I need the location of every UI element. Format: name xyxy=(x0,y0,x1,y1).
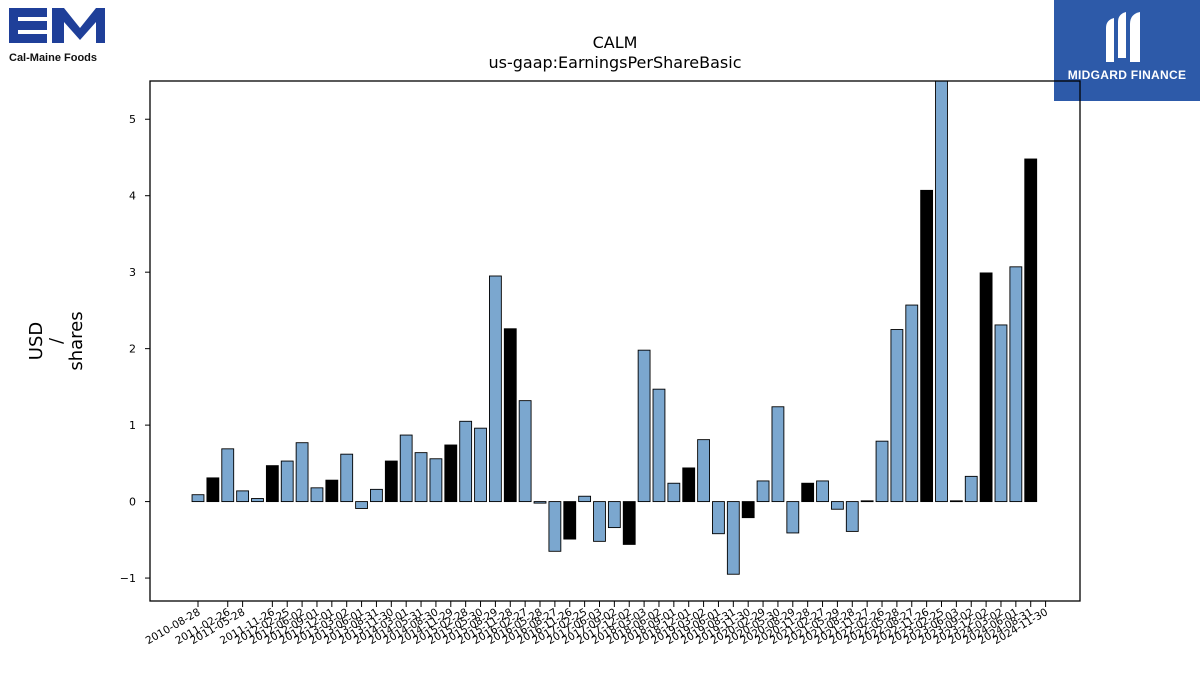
bar xyxy=(265,465,279,503)
bar xyxy=(548,501,562,552)
chart-title: CALM xyxy=(593,33,638,52)
bar xyxy=(935,80,948,503)
bar xyxy=(280,460,294,503)
bar xyxy=(489,275,502,503)
bar xyxy=(845,501,859,532)
cal-maine-logo: Cal-Maine Foods xyxy=(6,4,116,66)
bar xyxy=(682,467,696,503)
bar xyxy=(1024,158,1038,503)
bar xyxy=(622,501,636,545)
bar xyxy=(637,349,651,503)
bar xyxy=(756,480,770,503)
chart-subtitle: us-gaap:EarningsPerShareBasic xyxy=(488,53,741,72)
bar xyxy=(905,304,919,503)
bar xyxy=(994,324,1008,503)
bar xyxy=(325,479,339,503)
bar xyxy=(444,444,458,503)
y-axis-label-line: / xyxy=(46,337,67,344)
bar xyxy=(355,501,368,509)
y-tick-label: −1 xyxy=(120,572,136,585)
bar xyxy=(831,501,844,510)
bars-group xyxy=(191,80,1038,575)
bar xyxy=(949,500,963,503)
bar xyxy=(474,427,487,503)
bar xyxy=(295,442,309,503)
midgard-caption: MIDGARD FINANCE xyxy=(1067,68,1187,82)
bar xyxy=(429,458,443,503)
bar xyxy=(964,475,978,503)
bar xyxy=(310,487,324,503)
y-axis-ticks: −1 0 1 2 3 4 5 xyxy=(120,113,150,585)
cal-maine-caption: Cal-Maine Foods xyxy=(9,52,98,64)
bar xyxy=(518,400,532,503)
cal-maine-em-mark xyxy=(9,8,105,43)
bar xyxy=(801,482,815,503)
bar xyxy=(340,453,354,503)
y-tick-label: 0 xyxy=(129,496,136,509)
bar xyxy=(384,460,398,503)
bar xyxy=(979,272,993,503)
bar xyxy=(221,448,235,503)
bar xyxy=(890,329,904,503)
bar xyxy=(652,388,666,503)
bar xyxy=(726,501,740,575)
bar xyxy=(607,501,621,529)
y-axis-label-line: shares xyxy=(66,311,87,370)
bar xyxy=(875,440,889,503)
bar xyxy=(712,501,725,535)
y-tick-label: 4 xyxy=(129,190,136,203)
bar xyxy=(816,480,829,503)
y-tick-label: 3 xyxy=(129,266,136,279)
y-tick-label: 5 xyxy=(129,113,136,126)
bar xyxy=(206,477,220,503)
y-tick-label: 2 xyxy=(129,343,136,356)
bar xyxy=(771,406,785,503)
bar xyxy=(741,501,755,519)
bar xyxy=(236,490,250,503)
bar xyxy=(786,501,800,534)
bar xyxy=(563,501,577,540)
bar xyxy=(503,328,517,503)
bar xyxy=(578,495,592,503)
y-tick-label: 1 xyxy=(129,419,136,432)
bar xyxy=(667,482,681,503)
bar xyxy=(860,500,874,503)
bar xyxy=(459,420,473,503)
bar xyxy=(191,494,205,503)
bar xyxy=(414,452,428,503)
x-axis-ticks: 2010-08-282011-02-262011-05-282011-11-26… xyxy=(144,601,1050,647)
bar xyxy=(593,501,606,542)
plot-frame xyxy=(149,80,1081,602)
bar xyxy=(1009,266,1023,503)
y-axis-label: USD / shares xyxy=(26,311,87,370)
midgard-mark-icon xyxy=(1106,12,1140,62)
bar xyxy=(533,501,547,504)
y-axis-label-line: USD xyxy=(26,322,47,360)
bar xyxy=(920,189,934,503)
bar xyxy=(251,498,264,503)
bar xyxy=(370,488,383,503)
bar xyxy=(399,434,413,503)
midgard-finance-logo: MIDGARD FINANCE xyxy=(1054,0,1200,101)
bar xyxy=(697,439,710,503)
